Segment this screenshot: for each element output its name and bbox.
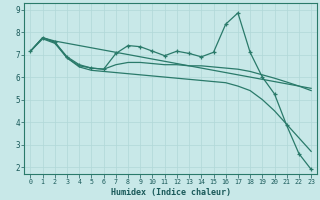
X-axis label: Humidex (Indice chaleur): Humidex (Indice chaleur) [111, 188, 231, 197]
